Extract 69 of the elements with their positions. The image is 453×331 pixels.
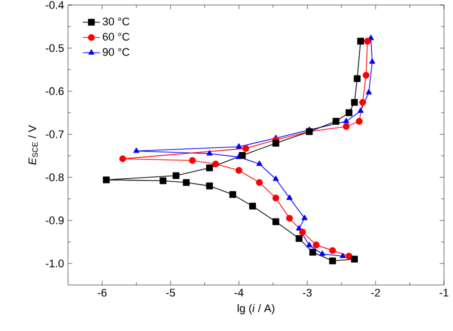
- point: [329, 247, 336, 254]
- point: [359, 98, 366, 106]
- y-tick-label: -1.0: [46, 260, 64, 268]
- x-tick-label: -6: [98, 288, 107, 297]
- point: [236, 143, 242, 149]
- x-tick-label: -1: [440, 288, 448, 296]
- point: [286, 214, 293, 222]
- point: [206, 182, 213, 190]
- y-tick-label: -0.6: [46, 87, 64, 96]
- point: [119, 155, 126, 162]
- point: [312, 242, 320, 248]
- x-axis-title: lg (i / A): [238, 304, 274, 314]
- x-tick-label: -4: [234, 288, 244, 296]
- point: [238, 152, 246, 159]
- point: [229, 191, 236, 198]
- point: [362, 72, 370, 79]
- point: [340, 252, 346, 258]
- y-tick-label: -0.5: [46, 44, 64, 52]
- point: [256, 160, 262, 166]
- point: [206, 150, 212, 156]
- point: [319, 250, 326, 256]
- point: [160, 177, 166, 184]
- legend-label: 90 °C: [102, 48, 130, 56]
- legend-label: 60 °C: [102, 32, 130, 41]
- point: [342, 123, 350, 130]
- point: [358, 108, 364, 113]
- y-tick-label: -0.4: [46, 1, 64, 9]
- y-tick-label: -0.8: [46, 173, 64, 182]
- point: [354, 75, 361, 82]
- point: [242, 145, 250, 152]
- point: [182, 179, 190, 186]
- point: [272, 140, 280, 147]
- point: [249, 202, 256, 210]
- point: [364, 38, 371, 45]
- y-tick-label: -0.7: [46, 130, 64, 138]
- point: [172, 172, 180, 179]
- point: [236, 167, 242, 174]
- point: [272, 194, 280, 202]
- point: [357, 38, 364, 45]
- point: [212, 160, 220, 168]
- point: [329, 257, 336, 264]
- x-tick-label: -2: [371, 288, 380, 297]
- point: [346, 109, 352, 116]
- point: [343, 118, 350, 124]
- y-tick-label: -0.9: [46, 216, 64, 224]
- point: [351, 256, 358, 263]
- point: [272, 176, 279, 181]
- point: [286, 194, 292, 200]
- point: [356, 118, 363, 125]
- point: [299, 228, 306, 236]
- point: [306, 242, 312, 248]
- point: [366, 89, 372, 94]
- point: [351, 98, 358, 106]
- y-axis-title: E$_{SCE}$ / V: [28, 125, 38, 165]
- point: [346, 252, 352, 260]
- legend-label: 30 °C: [102, 18, 130, 26]
- point: [133, 148, 140, 153]
- point: [272, 218, 280, 226]
- point: [206, 164, 213, 172]
- point: [102, 176, 110, 184]
- point: [369, 58, 376, 64]
- point: [309, 248, 316, 256]
- x-tick-label: -5: [166, 288, 175, 296]
- point: [302, 214, 308, 220]
- point: [332, 118, 340, 125]
- x-tick-label: -3: [302, 288, 312, 297]
- point: [189, 157, 196, 164]
- point: [296, 235, 302, 242]
- point: [256, 179, 263, 186]
